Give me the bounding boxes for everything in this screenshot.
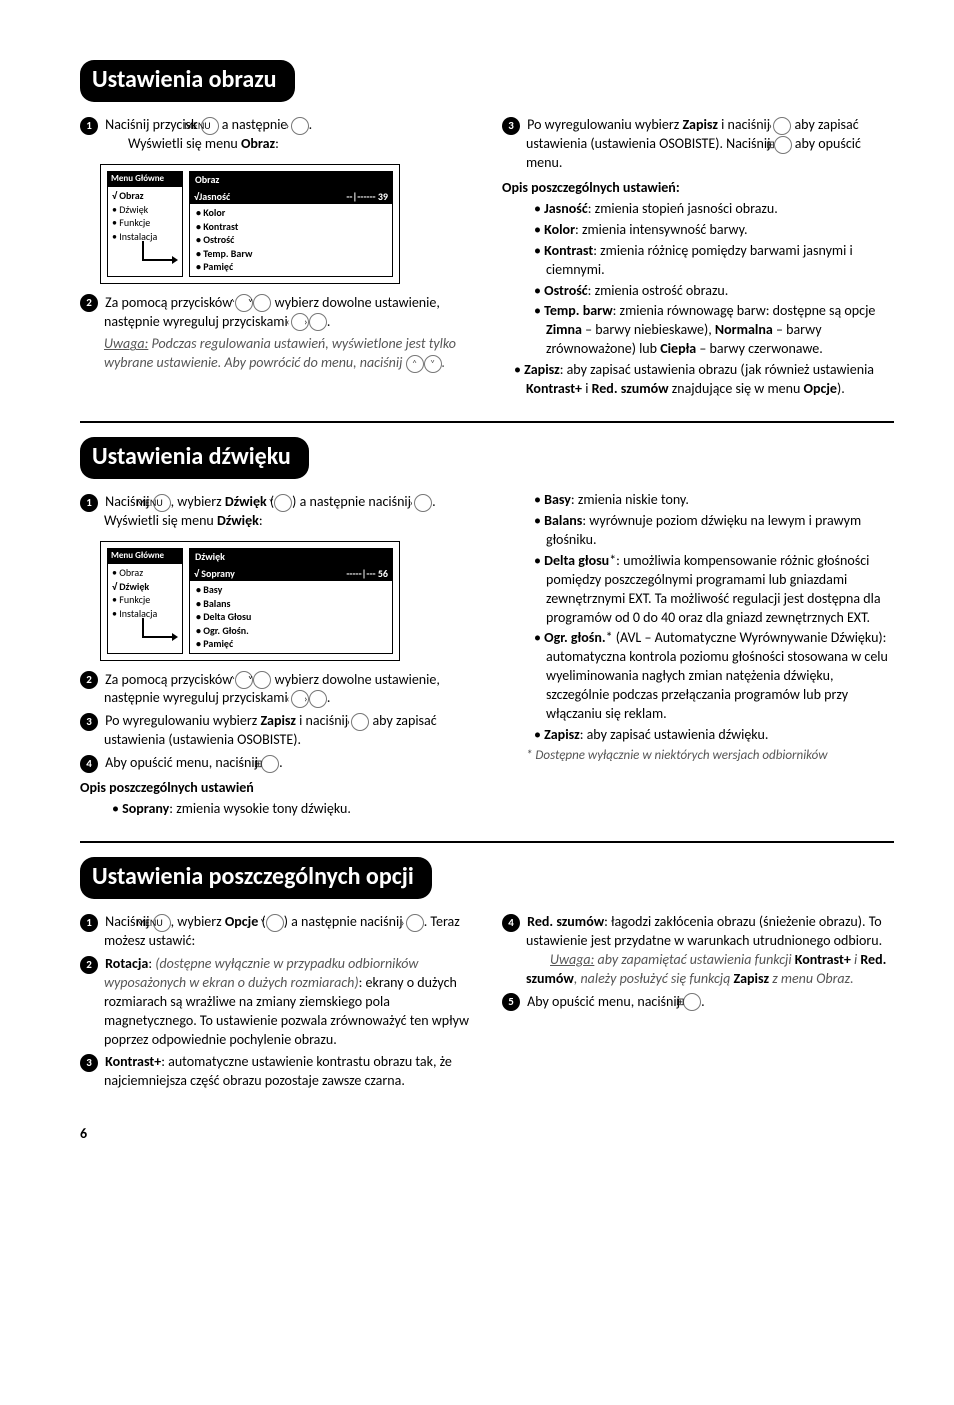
- opcje-step5: 5 Aby opuścić menu, naciśnij ⊞.: [526, 993, 894, 1012]
- obraz-step1: 1 Naciśnij przycisk MENU a następnie ›. …: [104, 116, 472, 154]
- dzwiek-footnote: * Dostępne wyłącznie w niektórych wersja…: [526, 747, 894, 765]
- opcje-step1: 1 Naciśnij MENU, wybierz Opcje (˅) a nas…: [104, 913, 472, 951]
- dzwiek-step1: 1 Naciśnij MENU, wybierz Dźwięk (˅) a na…: [104, 493, 472, 531]
- dzwiek-step4: 4 Aby opuścić menu, naciśnij ⊞.: [104, 754, 472, 773]
- dzwiek-step2: 2 Za pomocą przycisków ˄˅ wybierz dowoln…: [104, 671, 472, 709]
- section-title-dzwiek: Ustawienia dźwięku: [80, 437, 309, 479]
- obraz-note: Uwaga: Podczas regulowania ustawień, wyś…: [104, 335, 472, 373]
- obraz-desc-head: Opis poszczególnych ustawień:: [502, 179, 894, 198]
- opcje-kontrast: 3 Kontrast+: automatyczne ustawienie kon…: [104, 1053, 472, 1091]
- page-number: 6: [80, 1125, 894, 1144]
- obraz-step2: 2 Za pomocą przycisków ˄˅ wybierz dowoln…: [104, 294, 472, 332]
- obraz-bullets: Jasność: zmienia stopień jasności obrazu…: [546, 200, 894, 359]
- menu-key-icon: MENU: [201, 117, 219, 135]
- dzwiek-desc-head: Opis poszczególnych ustawień: [80, 779, 472, 798]
- obraz-menu-diagram: Menu Główne √ Obraz • Dźwięk • Funkcje •…: [100, 164, 400, 284]
- dzwiek-bullets-right: Basy: zmienia niskie tony. Balans: wyrów…: [546, 491, 894, 745]
- dzwiek-soprany: Soprany: zmienia wysokie tony dźwięku.: [124, 800, 472, 819]
- section-title-obraz: Ustawienia obrazu: [80, 60, 295, 102]
- dzwiek-step3: 3 Po wyregulowaniu wybierz Zapisz i naci…: [104, 712, 472, 750]
- obraz-step3: 3 Po wyregulowaniu wybierz Zapisz i naci…: [526, 116, 894, 173]
- opcje-red-szumow: 4 Red. szumów: łagodzi zakłócenia obrazu…: [526, 913, 894, 989]
- dzwiek-menu-diagram: Menu Główne • Obraz √ Dźwięk • Funkcje •…: [100, 541, 400, 661]
- section-title-opcje: Ustawienia poszczególnych opcji: [80, 857, 432, 899]
- right-key-icon: ›: [291, 117, 309, 135]
- opcje-rotacja: 2 Rotacja: (dostępne wyłącznie w przypad…: [104, 955, 472, 1049]
- obraz-zapisz-bullet: Zapisz: aby zapisać ustawienia obrazu (j…: [526, 361, 894, 399]
